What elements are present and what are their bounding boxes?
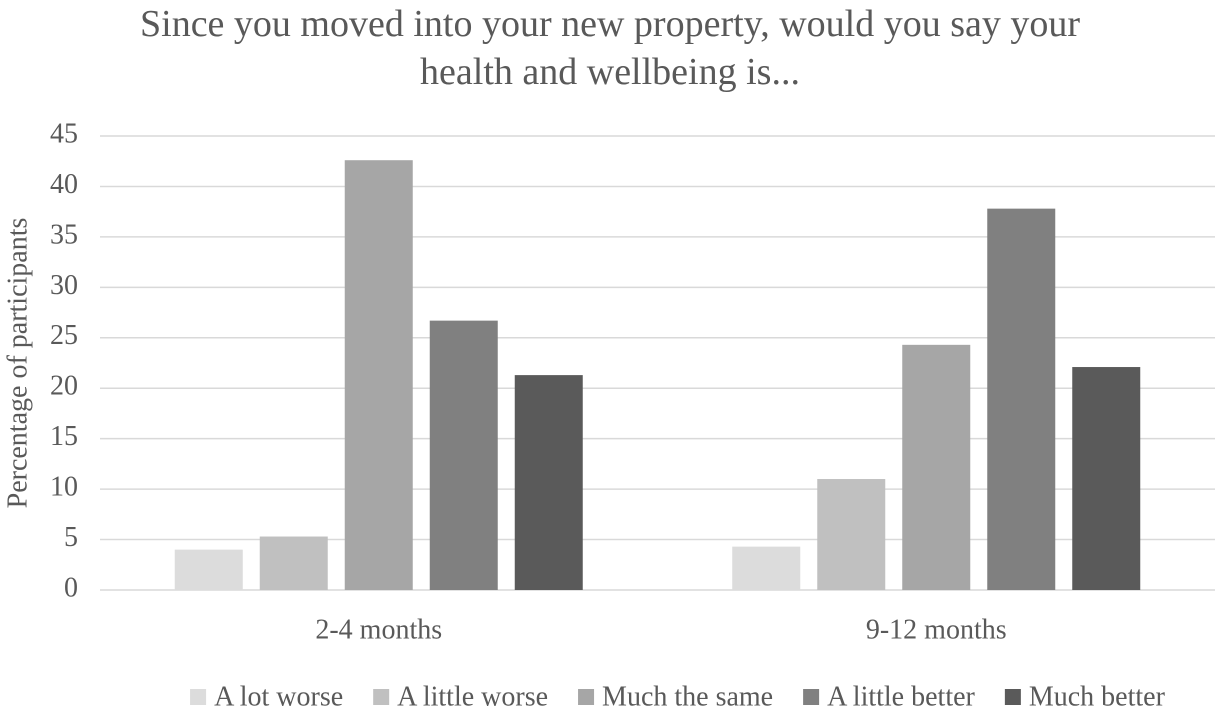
y-tick-label: 35 xyxy=(50,219,78,250)
y-tick-label: 20 xyxy=(50,371,78,402)
y-tick-label: 30 xyxy=(50,270,78,301)
legend-swatch xyxy=(578,689,595,705)
legend-label: Much better xyxy=(1029,681,1166,712)
bar xyxy=(902,344,971,590)
bar xyxy=(429,320,498,590)
legend-label: Much the same xyxy=(602,681,773,712)
bar xyxy=(174,549,243,590)
legend-label: A little better xyxy=(827,681,975,712)
legend-swatch xyxy=(190,689,207,705)
bar xyxy=(732,546,801,590)
y-tick-label: 25 xyxy=(50,320,78,351)
bar xyxy=(344,160,413,591)
legend-swatch xyxy=(803,689,820,705)
y-tick-label: 10 xyxy=(50,472,78,503)
y-axis-title: Percentage of participants xyxy=(2,218,33,509)
x-tick-label: 2-4 months xyxy=(315,614,442,645)
bar xyxy=(987,208,1056,590)
y-tick-label: 15 xyxy=(50,421,78,452)
bar xyxy=(1072,367,1141,590)
legend-swatch xyxy=(1004,689,1021,705)
y-tick-label: 45 xyxy=(50,118,78,149)
y-tick-label: 5 xyxy=(64,522,78,553)
chart-title: Since you moved into your new property, … xyxy=(140,3,1080,93)
y-tick-label: 40 xyxy=(50,169,78,200)
legend-label: A lot worse xyxy=(214,681,343,712)
y-tick-label: 0 xyxy=(64,572,78,603)
bar xyxy=(817,479,886,590)
legend-swatch xyxy=(373,689,390,705)
bar xyxy=(259,536,328,590)
bar xyxy=(514,375,583,590)
x-tick-label: 9-12 months xyxy=(866,614,1007,645)
legend-label: A little worse xyxy=(397,681,548,712)
